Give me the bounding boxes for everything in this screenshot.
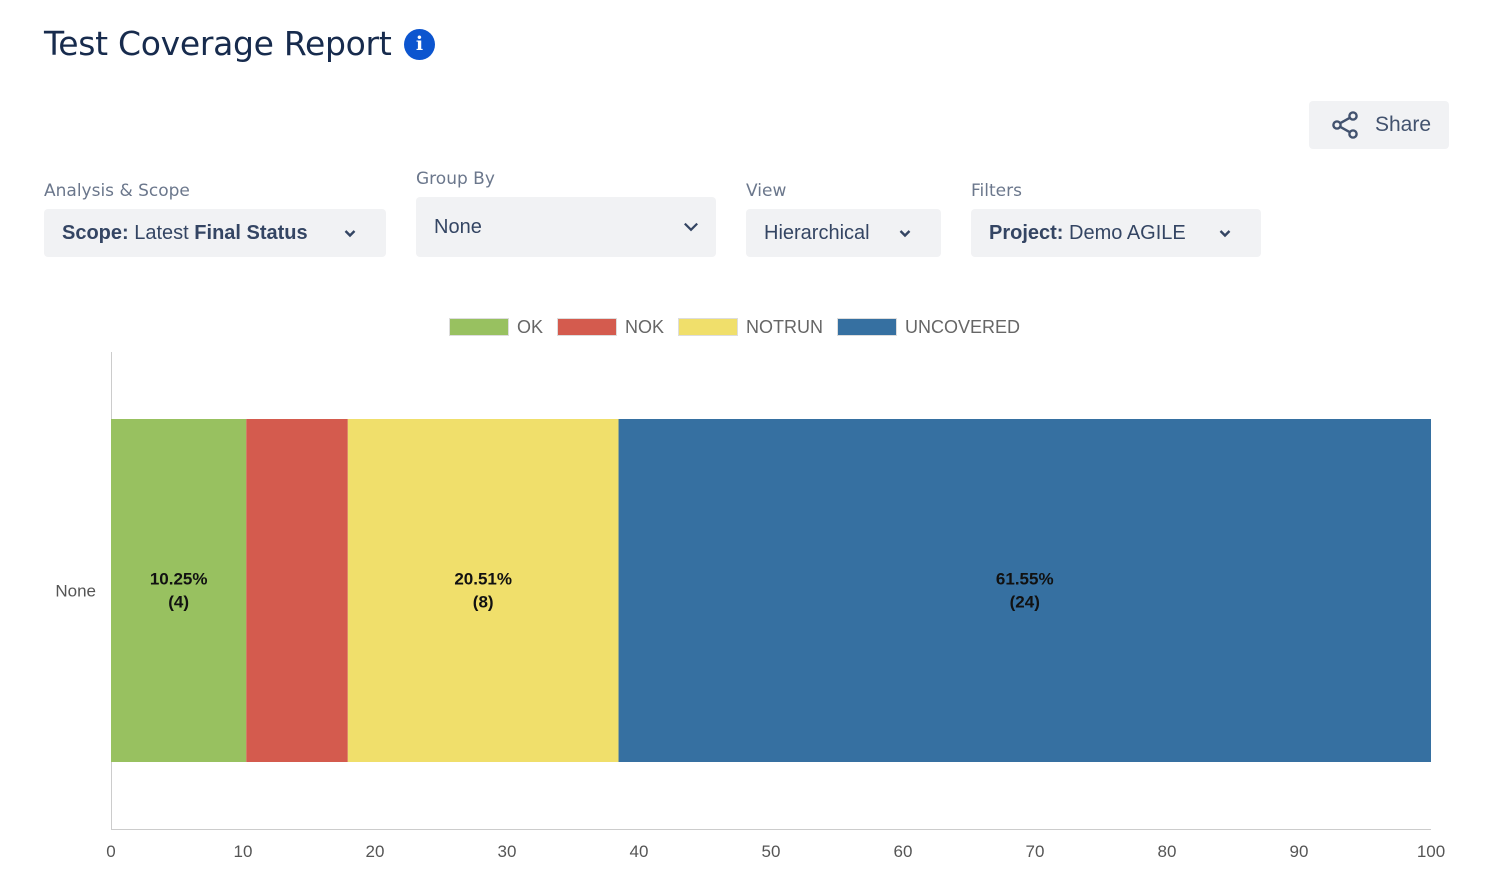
bar-segment-notrun[interactable] (347, 419, 619, 762)
group-by-label: Group By (416, 169, 495, 189)
bar-segment-uncovered[interactable] (618, 419, 1431, 762)
x-tick-label: 100 (1417, 842, 1445, 861)
info-icon[interactable]: i (404, 29, 435, 60)
x-tick-label: 20 (366, 842, 385, 861)
x-tick-label: 30 (498, 842, 517, 861)
legend-swatch-notrun (678, 318, 739, 336)
share-button[interactable]: Share (1309, 101, 1449, 149)
bar-segment-ok[interactable] (111, 419, 247, 762)
group-by-dropdown[interactable]: None (416, 197, 716, 257)
legend-item-ok[interactable]: OK (449, 317, 543, 338)
scope-value: Final Status (194, 221, 308, 244)
data-label-count: (8) (473, 593, 494, 612)
y-tick-label: None (55, 582, 96, 601)
project-prefix: Project: (989, 221, 1064, 244)
x-tick-label: 70 (1026, 842, 1045, 861)
legend-label-ok: OK (517, 316, 544, 337)
legend-item-nok[interactable]: NOK (557, 317, 664, 338)
view-label: View (746, 181, 787, 201)
chevron-down-icon (899, 230, 911, 238)
legend-item-notrun[interactable]: NOTRUN (678, 317, 823, 338)
chevron-down-icon (1219, 230, 1231, 238)
analysis-scope-label: Analysis & Scope (44, 181, 190, 201)
x-tick-label: 80 (1158, 842, 1177, 861)
page-title: Test Coverage Report (44, 24, 392, 63)
share-icon (1332, 111, 1358, 139)
chevron-down-icon (344, 230, 356, 238)
coverage-chart: 10.25% (4) 20.51% (8) 61.55% (24) None 0 10 20 30 4… (55, 352, 1445, 861)
filters-label: Filters (971, 181, 1022, 201)
project-value: Demo AGILE (1069, 221, 1186, 244)
bar-segment-nok[interactable] (246, 419, 348, 762)
legend-swatch-nok (557, 318, 618, 336)
scope-prefix: Scope: (62, 221, 129, 244)
share-label: Share (1375, 113, 1432, 136)
x-tick-label: 0 (106, 842, 115, 861)
legend-label-nok: NOK (625, 316, 665, 337)
data-label-percent: 61.55% (996, 570, 1054, 589)
x-tick-label: 50 (762, 842, 781, 861)
legend-swatch-uncovered (837, 318, 898, 336)
data-label-count: (4) (168, 593, 189, 612)
data-label-percent: 10.25% (150, 570, 208, 589)
legend-label-notrun: NOTRUN (746, 316, 824, 337)
data-label-percent: 20.51% (454, 570, 512, 589)
x-tick-label: 10 (234, 842, 253, 861)
legend-swatch-ok (449, 318, 509, 336)
view-dropdown[interactable]: Hierarchical (746, 209, 941, 257)
legend-label-uncovered: UNCOVERED (905, 316, 1021, 337)
chevron-down-icon (684, 222, 698, 232)
group-by-value: None (434, 215, 482, 238)
scope-middle: Latest (134, 221, 189, 244)
legend-item-uncovered[interactable]: UNCOVERED (837, 317, 1020, 338)
x-tick-label: 40 (630, 842, 649, 861)
chart-legend: OK NOK NOTRUN UNCOVERED (449, 316, 1034, 338)
data-label-count: (24) (1010, 593, 1040, 612)
x-tick-label: 60 (894, 842, 913, 861)
x-tick-label: 90 (1290, 842, 1309, 861)
view-value: Hierarchical (764, 221, 870, 244)
project-filter-dropdown[interactable]: Project: Demo AGILE (971, 209, 1261, 257)
analysis-scope-dropdown[interactable]: Scope: Latest Final Status (44, 209, 386, 257)
